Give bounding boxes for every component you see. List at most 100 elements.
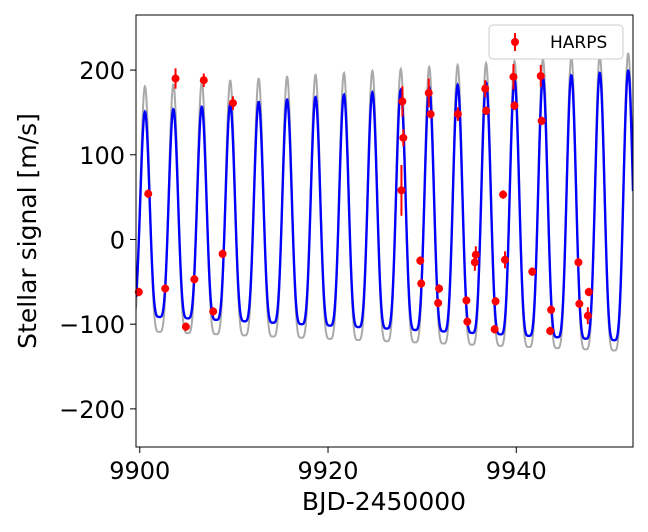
harps-point	[537, 116, 546, 126]
harps-marker	[417, 279, 426, 288]
plot-frame	[135, 14, 634, 448]
harps-point	[434, 298, 443, 308]
harps-point	[481, 80, 490, 98]
harps-marker	[416, 256, 425, 265]
y-tick-label: −100	[59, 311, 125, 339]
harps-point	[171, 68, 180, 89]
harps-point	[547, 305, 556, 315]
blue-model-curve	[136, 69, 633, 342]
harps-point	[575, 299, 584, 309]
harps-marker	[509, 72, 518, 81]
harps-point	[471, 246, 480, 264]
harps-marker	[424, 88, 433, 97]
harps-point	[546, 326, 555, 336]
harps-marker	[547, 305, 556, 314]
harps-point	[435, 284, 444, 293]
harps-marker	[161, 284, 170, 293]
x-tick-label: 9920	[297, 457, 358, 485]
harps-marker	[453, 110, 462, 119]
harps-marker	[190, 275, 199, 284]
harps-point	[499, 190, 508, 199]
harps-point	[209, 307, 218, 316]
harps-marker	[228, 99, 237, 108]
harps-point	[218, 249, 227, 259]
harps-marker	[435, 284, 444, 293]
harps-point	[144, 189, 153, 198]
harps-marker	[575, 299, 584, 308]
harps-point	[181, 322, 190, 331]
harps-marker	[584, 287, 593, 296]
harps-marker	[491, 297, 500, 306]
x-axis-ticks: 9900 9920 9940	[109, 447, 547, 485]
harps-point	[161, 284, 170, 293]
harps-marker	[199, 76, 208, 85]
harps-point	[134, 287, 143, 297]
harps-marker	[181, 322, 190, 331]
harps-marker	[500, 255, 509, 264]
y-tick-label: 100	[79, 142, 125, 170]
harps-marker	[397, 186, 406, 195]
y-tick-label: 0	[110, 226, 125, 254]
harps-marker	[510, 101, 519, 110]
harps-point	[397, 164, 406, 216]
harps-point	[584, 287, 593, 297]
y-tick-label: −200	[59, 396, 125, 424]
harps-marker	[499, 190, 508, 199]
harps-marker	[399, 133, 408, 142]
legend-entry-harps: HARPS	[550, 33, 607, 53]
harps-marker	[528, 267, 537, 276]
harps-marker	[482, 106, 491, 115]
harps-point	[490, 325, 499, 334]
harps-point	[424, 78, 433, 108]
legend-box	[488, 24, 624, 60]
harps-marker	[426, 110, 435, 119]
harps-marker	[481, 84, 490, 93]
harps-point	[462, 296, 471, 305]
harps-marker	[490, 325, 499, 334]
harps-marker	[209, 307, 218, 316]
harps-marker	[134, 287, 143, 296]
harps-point	[491, 297, 500, 306]
harps-marker	[218, 249, 227, 258]
harps-point	[190, 275, 199, 284]
harps-marker	[398, 97, 407, 106]
harps-point	[416, 256, 425, 265]
harps-point	[509, 64, 518, 90]
harps-point	[463, 317, 472, 326]
harps-point	[199, 73, 208, 87]
harps-point	[417, 279, 426, 288]
harps-marker	[574, 258, 583, 267]
legend-marker	[511, 38, 519, 46]
harps-point	[500, 251, 509, 269]
harps-marker	[434, 299, 443, 307]
harps-point	[482, 106, 491, 115]
harps-point	[228, 96, 237, 110]
harps-point	[426, 109, 435, 119]
harps-marker	[536, 71, 545, 80]
harps-marker	[471, 250, 480, 259]
harps-marker	[144, 189, 153, 198]
harps-marker	[462, 296, 471, 305]
harps-point	[453, 107, 462, 121]
harps-point	[536, 64, 545, 87]
harps-marker	[171, 74, 180, 83]
x-tick-label: 9940	[486, 457, 547, 485]
harps-points	[134, 64, 593, 336]
y-axis-ticks: −200 −100 0 100 200	[59, 57, 136, 424]
harps-point	[528, 267, 537, 276]
harps-marker	[537, 116, 546, 125]
harps-point	[574, 258, 583, 267]
y-tick-label: 200	[79, 57, 125, 85]
harps-marker	[463, 317, 472, 326]
harps-marker	[583, 311, 592, 320]
model-curves	[136, 52, 633, 352]
harps-point	[398, 86, 407, 117]
harps-point	[583, 307, 592, 325]
harps-marker	[546, 326, 555, 335]
y-axis-label: Stellar signal [m/s]	[13, 113, 42, 349]
harps-point	[399, 129, 408, 147]
harps-point	[510, 101, 519, 110]
x-tick-label: 9900	[109, 457, 170, 485]
x-axis-label: BJD-2450000	[302, 487, 466, 516]
